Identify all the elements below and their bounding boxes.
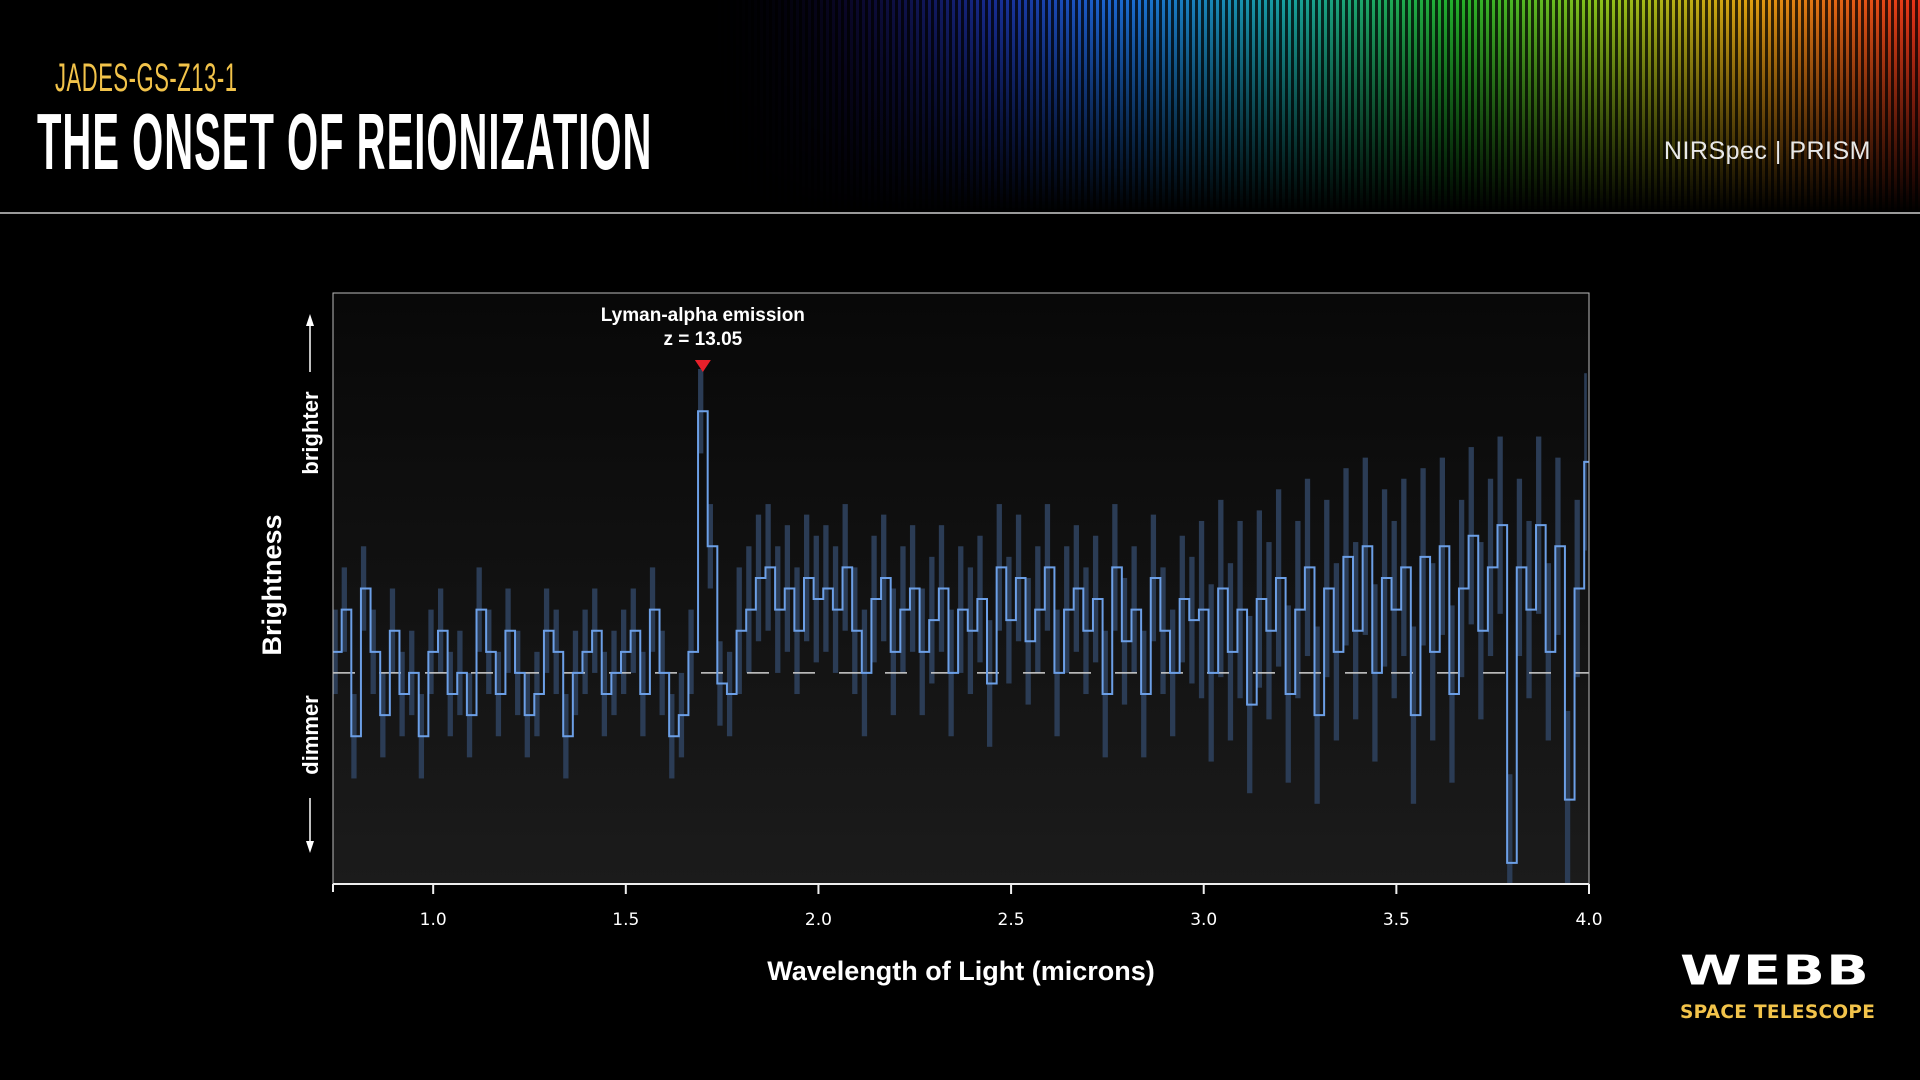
page-title: THE ONSET OF REIONIZATION [37, 97, 653, 186]
logo-tagline: SPACE TELESCOPE [1680, 1002, 1876, 1023]
rainbow-fade [700, 0, 1100, 212]
spectrum-line [333, 410, 1589, 864]
error-bar [1507, 774, 1513, 884]
brighter-arrow-icon [306, 314, 314, 372]
brighter-label: brighter [298, 391, 323, 475]
logo-wordmark: WEBB [1680, 946, 1870, 995]
header-divider [0, 212, 1920, 214]
instrument-label: NIRSpec | PRISM [1663, 137, 1871, 165]
annotation-title: Lyman-alpha emission [601, 305, 805, 326]
error-bar [1564, 710, 1571, 884]
dimmer-arrow-icon [306, 798, 314, 853]
y-axis-label: Brightness [257, 514, 287, 655]
header-banner: JADES-GS-Z13-1 THE ONSET OF REIONIZATION… [0, 0, 1920, 212]
x-tick-label: 2.5 [998, 910, 1025, 930]
x-axis-label: Wavelength of Light (microns) [767, 956, 1155, 986]
x-tick-label: 1.0 [420, 910, 447, 930]
x-tick-label: 4.0 [1575, 910, 1602, 930]
x-tick-label: 3.0 [1190, 910, 1217, 930]
annotation-redshift: z = 13.05 [664, 329, 743, 350]
x-tick-label: 1.5 [612, 910, 639, 930]
object-name: JADES-GS-Z13-1 [55, 56, 238, 100]
lyman-alpha-marker-icon [694, 360, 711, 372]
webb-logo: WEBB SPACE TELESCOPE [1680, 950, 1875, 1023]
dimmer-label: dimmer [298, 695, 323, 775]
x-tick-label: 3.5 [1383, 910, 1410, 930]
x-tick-label: 2.0 [805, 910, 832, 930]
